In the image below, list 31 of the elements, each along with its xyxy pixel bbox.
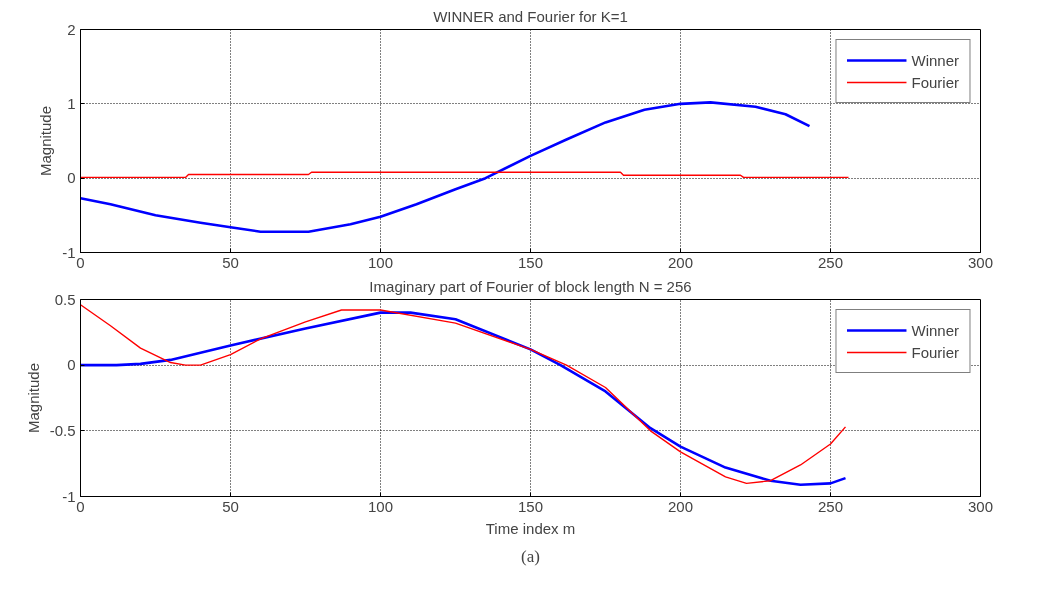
y-tick-label: -0.5 [49,421,76,439]
x-tick-label: 200 [667,497,694,515]
chart-title: WINNER and Fourier for K=1 [433,7,628,25]
x-tick-label: 50 [222,497,239,515]
y-tick-label: -1 [62,243,76,261]
legend-label: Fourier [911,343,959,361]
legend-label: Winner [911,321,959,339]
y-tick-label: 0 [67,356,76,374]
x-tick-label: 300 [967,497,994,515]
x-tick-label: 200 [667,253,694,271]
y-tick-label: 2 [67,20,76,38]
y-tick-label: -1 [62,487,76,505]
x-tick-label: 250 [817,497,844,515]
x-tick-label: 50 [222,253,239,271]
y-tick-label: 0.5 [54,290,76,308]
legend-label: Winner [911,51,959,69]
y-tick-label: 1 [67,94,76,112]
line-series [80,101,811,233]
text: (a) [521,546,540,566]
x-tick-label: 300 [967,253,994,271]
legend-label: Fourier [911,73,959,91]
x-axis-title: Time index m [485,519,576,537]
chart-title: Imaginary part of Fourier of block length N = 256 [369,277,692,295]
x-tick-label: 150 [517,253,544,271]
x-tick-label: 100 [367,253,394,271]
y-axis-title: Magnitude [24,362,42,434]
x-tick-label: 100 [367,497,394,515]
y-axis-title: Magnitude [37,105,55,177]
y-tick-label: 0 [67,169,76,187]
x-tick-label: 150 [517,497,544,515]
x-tick-label: 250 [817,253,844,271]
